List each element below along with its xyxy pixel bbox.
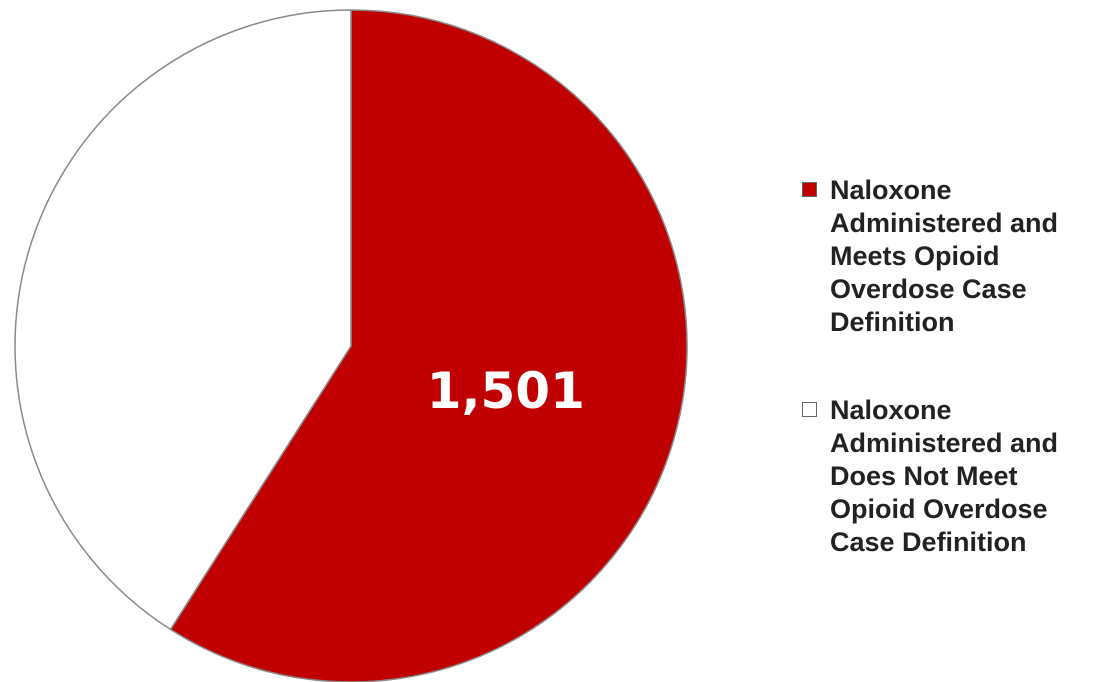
legend-label-meets-definition: Naloxone Administered and Meets Opioid O… bbox=[830, 175, 1059, 337]
legend-label-does-not-meet-definition: Naloxone Administered and Does Not Meet … bbox=[830, 395, 1059, 557]
legend-item-meets-definition: Naloxone Administered and Meets Opioid O… bbox=[800, 174, 1096, 339]
legend-item-does-not-meet-definition: Naloxone Administered and Does Not Meet … bbox=[800, 394, 1096, 559]
legend-swatch-meets-definition bbox=[802, 182, 817, 197]
pie-slice-1 bbox=[14, 9, 352, 631]
chart-legend: Naloxone Administered and Meets Opioid O… bbox=[800, 174, 1096, 559]
legend-swatch-does-not-meet-definition bbox=[802, 402, 817, 417]
pie-slice-label-0: 1,501 bbox=[427, 362, 585, 420]
pie-chart: 1,501 bbox=[14, 9, 688, 682]
